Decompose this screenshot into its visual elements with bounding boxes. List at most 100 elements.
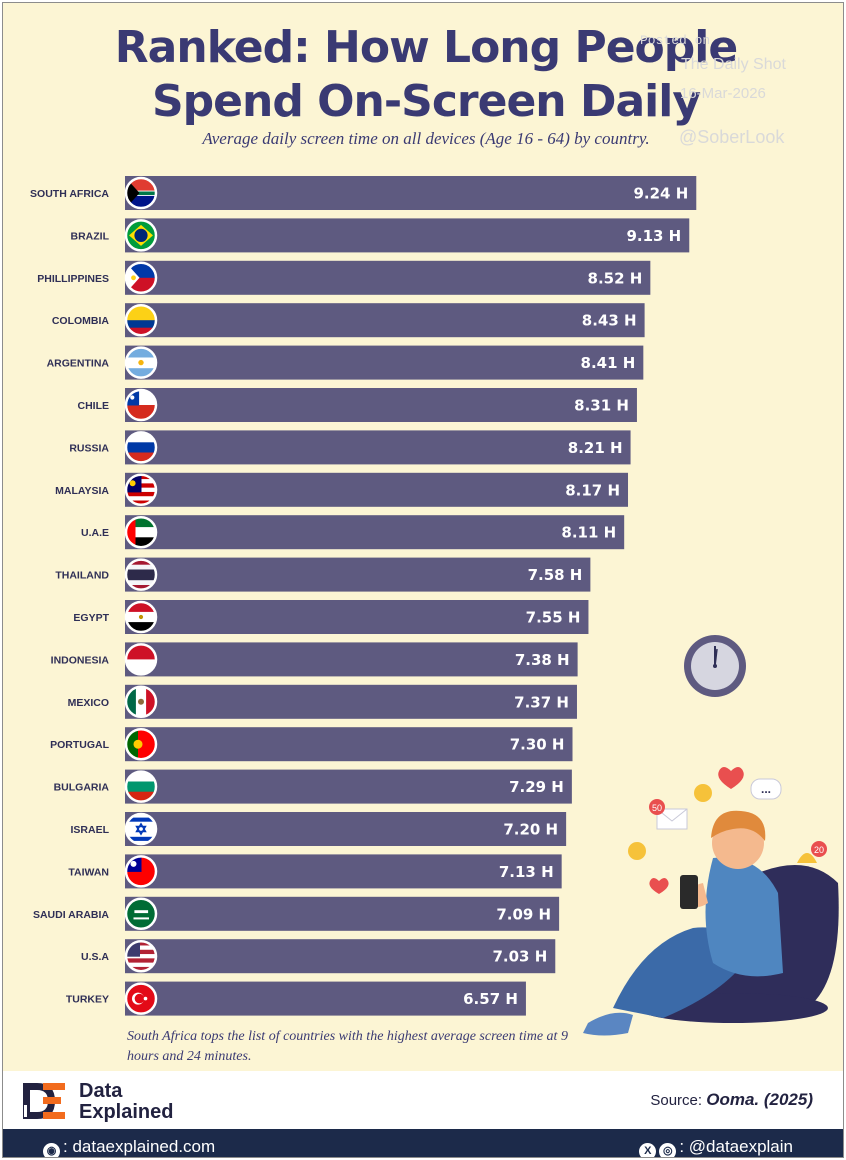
flag-mexico-icon (126, 686, 156, 717)
bar-saudi-arabia (125, 896, 560, 931)
brand-line-2: Explained (79, 1101, 174, 1123)
bar-mexico (125, 684, 577, 719)
watermark-date: 16-Mar-2026 (680, 85, 766, 102)
flag-ring (124, 897, 158, 931)
bar-chart: SOUTH AFRICA 9.24 H BRAZIL 9.13 H PHILLIPPIN… (30, 176, 697, 1016)
value-label: 7.03 H (492, 948, 547, 966)
bar-u-a-e (125, 515, 625, 550)
flag-russia-icon (126, 432, 156, 463)
flag-ring (124, 643, 158, 676)
title-line-2: Spend On-Screen Daily (151, 76, 701, 127)
value-label: 6.57 H (463, 990, 518, 1008)
value-label: 8.21 H (568, 439, 623, 457)
value-label: 8.31 H (574, 397, 629, 415)
flag-bulgaria-icon (126, 771, 156, 802)
value-label: 7.37 H (514, 693, 569, 711)
category-label: CHILE (78, 400, 110, 412)
category-label: MEXICO (68, 697, 109, 709)
chat-bubble: ... (761, 782, 771, 796)
website-text: : dataexplained.com (63, 1137, 216, 1156)
value-label: 9.24 H (633, 185, 688, 203)
category-label: INDONESIA (51, 654, 110, 666)
website-link[interactable]: ◉: dataexplained.com (43, 1137, 216, 1157)
bar-turkey (125, 981, 526, 1016)
value-label: 7.58 H (528, 566, 583, 584)
footer-brand-area (3, 1071, 843, 1129)
bar-bulgaria (125, 769, 572, 804)
data-explained-logo-icon (23, 1083, 65, 1119)
bar-u-s-a (125, 939, 556, 974)
bar-portugal (125, 727, 573, 762)
value-label: 7.30 H (510, 736, 565, 754)
subtitle: Average daily screen time on all devices… (202, 129, 650, 148)
flag-ring (124, 303, 158, 337)
chart-note: South Africa tops the list of countries … (127, 1029, 568, 1064)
flag-ring (124, 176, 158, 210)
bar-argentina (125, 345, 644, 380)
flag-ring (124, 473, 158, 507)
category-label: BULGARIA (54, 782, 110, 794)
bar-south-africa (125, 176, 697, 210)
flag-egypt-icon (126, 602, 156, 632)
flag-ring (124, 812, 158, 846)
bar-indonesia (125, 642, 578, 677)
flag-malaysia-icon (126, 474, 156, 505)
x-logo-icon: X (639, 1143, 657, 1157)
value-label: 7.13 H (499, 863, 554, 881)
watermark-source: The Daily Shot (681, 56, 786, 73)
category-label: SOUTH AFRICA (30, 188, 109, 200)
flag-usa-icon (126, 941, 156, 972)
flag-ring (124, 685, 158, 719)
flag-indonesia-icon (126, 644, 156, 675)
category-label: PORTUGAL (50, 739, 110, 751)
category-label: EGYPT (73, 612, 109, 624)
category-label: TAIWAN (68, 866, 109, 878)
category-label: TURKEY (66, 994, 109, 1006)
category-label: THAILAND (55, 570, 109, 582)
social-handle[interactable]: X ◎: @dataexplain (639, 1137, 793, 1157)
bar-colombia (125, 303, 645, 338)
category-label: BRAZIL (71, 230, 110, 242)
bar-thailand (125, 557, 591, 592)
category-label: COLOMBIA (52, 315, 110, 327)
social-text: : @dataexplain (679, 1137, 793, 1156)
flag-ring (124, 515, 158, 549)
value-label: 8.52 H (588, 269, 643, 287)
value-label: 7.29 H (509, 778, 564, 796)
watermark-posted: Posted on (640, 33, 711, 48)
instagram-icon: ◎ (659, 1143, 677, 1157)
category-label: U.S.A (81, 951, 109, 963)
flag-colombia-icon (126, 305, 156, 336)
value-label: 7.09 H (496, 905, 551, 923)
notification-count-right: 20 (814, 845, 824, 855)
brand-line-1: Data (79, 1080, 123, 1102)
flag-ring (124, 982, 158, 1015)
category-label: SAUDI ARABIA (33, 909, 109, 921)
globe-icon: ◉ (43, 1143, 60, 1157)
flag-ring (124, 431, 158, 464)
bar-chile (125, 388, 637, 422)
value-label: 8.17 H (565, 481, 620, 499)
value-label: 8.41 H (581, 354, 636, 372)
flag-ring (124, 388, 158, 422)
value-label: 8.11 H (561, 524, 616, 542)
bar-phillippines (125, 260, 651, 295)
page-title: Ranked: How Long People Spend On-Screen … (3, 21, 843, 129)
bar-israel (125, 812, 567, 846)
source-citation: Source: Ooma. (2025) (650, 1090, 813, 1110)
category-label: RUSSIA (69, 442, 109, 454)
flag-ring (124, 727, 158, 761)
value-label: 8.43 H (582, 312, 637, 330)
bar-russia (125, 430, 631, 465)
category-label: MALAYSIA (55, 485, 109, 497)
flag-ring (124, 939, 158, 973)
bar-egypt (125, 600, 589, 634)
footer-bar (3, 1129, 843, 1157)
category-label: ARGENTINA (47, 358, 110, 370)
person-phone-illustration: 50 ... 20 (583, 767, 839, 1036)
flag-ring (124, 346, 158, 379)
brand-name: Data Explained (79, 1081, 173, 1123)
flag-ring (124, 261, 158, 295)
watermark-handle: @SoberLook (679, 127, 785, 147)
